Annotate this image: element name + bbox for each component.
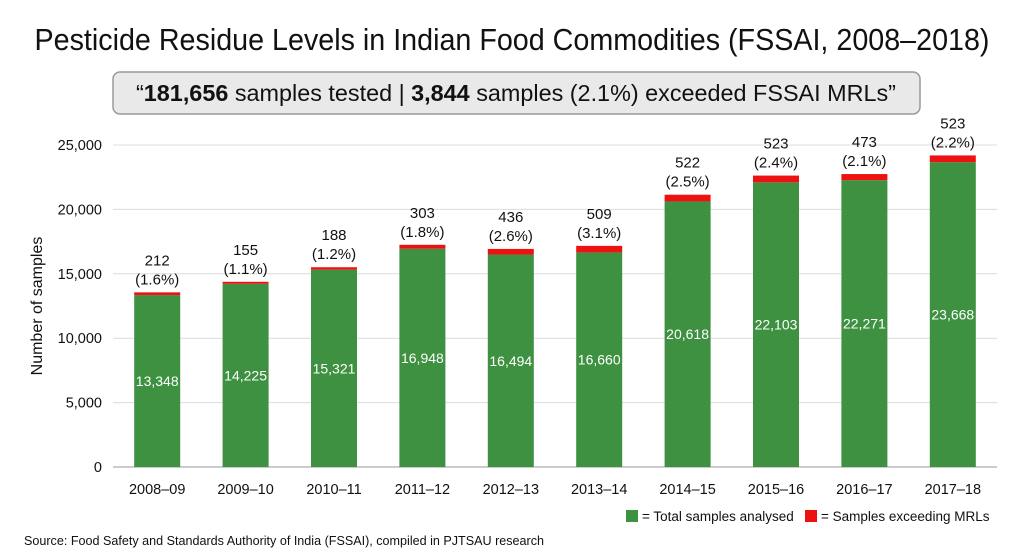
- bar-exceeding: [841, 174, 888, 181]
- bar-total: [753, 182, 799, 467]
- y-tick-label: 25,000: [58, 138, 102, 154]
- bar-total-label: 13,348: [136, 373, 179, 389]
- bar-exceeding: [134, 292, 181, 296]
- bar-total: [399, 248, 446, 467]
- x-tick-label: 2008–09: [129, 482, 185, 498]
- bar-exceeding-percent: (2.1%): [842, 153, 886, 170]
- bar-exceeding-label: 212: [145, 252, 170, 269]
- bar-total-label: 22,103: [755, 317, 798, 333]
- bar-total: [929, 162, 976, 467]
- bar-exceeding-label: 188: [321, 227, 346, 244]
- bar-total-label: 14,225: [224, 367, 267, 383]
- bar-exceeding: [664, 194, 711, 202]
- legend-swatch-total: [626, 510, 638, 522]
- callout-box: “181,656 samples tested | 3,844 samples …: [112, 71, 921, 115]
- y-tick-label: 15,000: [58, 267, 102, 283]
- callout-text: “181,656 samples tested | 3,844 samples …: [136, 80, 896, 106]
- bar-total: [222, 283, 269, 467]
- bar-exceeding: [222, 281, 269, 284]
- bar-total-label: 16,660: [578, 352, 621, 368]
- bar-total-label: 15,321: [313, 360, 356, 376]
- bar-exceeding: [399, 244, 446, 249]
- bar-total: [487, 254, 534, 467]
- x-tick-label: 2009–10: [217, 482, 273, 498]
- bar-exceeding: [487, 248, 534, 255]
- bars: 13,348 212 (1.6%) 14,225 155 (1.1%) 15,321 188 (…: [134, 115, 976, 467]
- bar-exceeding-percent: (1.1%): [224, 261, 268, 278]
- x-tick-label: 2010–11: [306, 482, 361, 498]
- bar-total: [134, 295, 181, 467]
- bar-exceeding-label: 155: [233, 242, 258, 259]
- bar-total: [576, 252, 623, 467]
- bar-exceeding-percent: (1.2%): [312, 246, 356, 263]
- bar-total-label: 16,948: [401, 350, 444, 366]
- bar-total: [841, 180, 888, 467]
- bar-exceeding: [311, 267, 357, 270]
- legend-label-exceeding: = Samples exceeding MRLs: [821, 509, 990, 524]
- bar-exceeding-label: 473: [852, 134, 877, 151]
- bar-exceeding-percent: (1.8%): [400, 224, 444, 241]
- y-tick-label: 10,000: [58, 331, 102, 347]
- y-axis-label: Number of samples: [29, 237, 46, 376]
- bar-total: [664, 201, 711, 467]
- x-tick-label: 2011–12: [395, 482, 450, 498]
- legend-label-total: = Total samples analysed: [642, 509, 794, 524]
- bar-exceeding-percent: (2.4%): [754, 155, 798, 172]
- bar-exceeding: [929, 155, 976, 163]
- bar-exceeding-percent: (2.6%): [489, 228, 533, 245]
- source-note: Source: Food Safety and Standards Author…: [24, 534, 544, 548]
- x-axis-ticks: 2008–09 2009–10 2010–11 2011–12 2012–13 2013–…: [129, 482, 981, 498]
- bar-exceeding-label: 523: [940, 115, 965, 132]
- bar-total-label: 20,618: [666, 326, 709, 342]
- bar-exceeding: [576, 245, 623, 253]
- y-axis-ticks: 0 5,000 10,000 15,000 20,000 25,000: [58, 138, 102, 476]
- x-tick-label: 2016–17: [836, 482, 892, 498]
- bar-exceeding-label: 436: [498, 209, 523, 226]
- bar-exceeding-percent: (2.2%): [931, 134, 975, 151]
- x-tick-label: 2014–15: [659, 482, 715, 498]
- bar-total-label: 23,668: [931, 307, 974, 323]
- y-tick-label: 5,000: [66, 396, 102, 412]
- bar-exceeding-percent: (3.1%): [577, 225, 621, 242]
- x-tick-label: 2017–18: [925, 482, 981, 498]
- y-tick-label: 20,000: [58, 202, 102, 218]
- bar-total-label: 22,271: [843, 316, 886, 332]
- bar-exceeding-percent: (1.6%): [135, 271, 179, 288]
- x-tick-label: 2012–13: [483, 482, 539, 498]
- bar-total: [311, 269, 357, 467]
- legend: = Total samples analysed = Samples excee…: [626, 509, 990, 524]
- bar-exceeding-label: 522: [675, 155, 700, 172]
- bar-exceeding-label: 509: [587, 206, 612, 223]
- bar-total-label: 16,494: [489, 353, 532, 369]
- legend-swatch-exceeding: [805, 510, 817, 522]
- chart-title: Pesticide Residue Levels in Indian Food …: [35, 22, 990, 57]
- x-tick-label: 2013–14: [571, 482, 627, 498]
- bar-exceeding-label: 303: [410, 205, 435, 222]
- bar-exceeding: [753, 175, 799, 183]
- bar-exceeding-label: 523: [763, 136, 788, 153]
- x-tick-label: 2015–16: [748, 482, 804, 498]
- y-tick-label: 0: [94, 460, 102, 476]
- bar-exceeding-percent: (2.5%): [666, 174, 710, 191]
